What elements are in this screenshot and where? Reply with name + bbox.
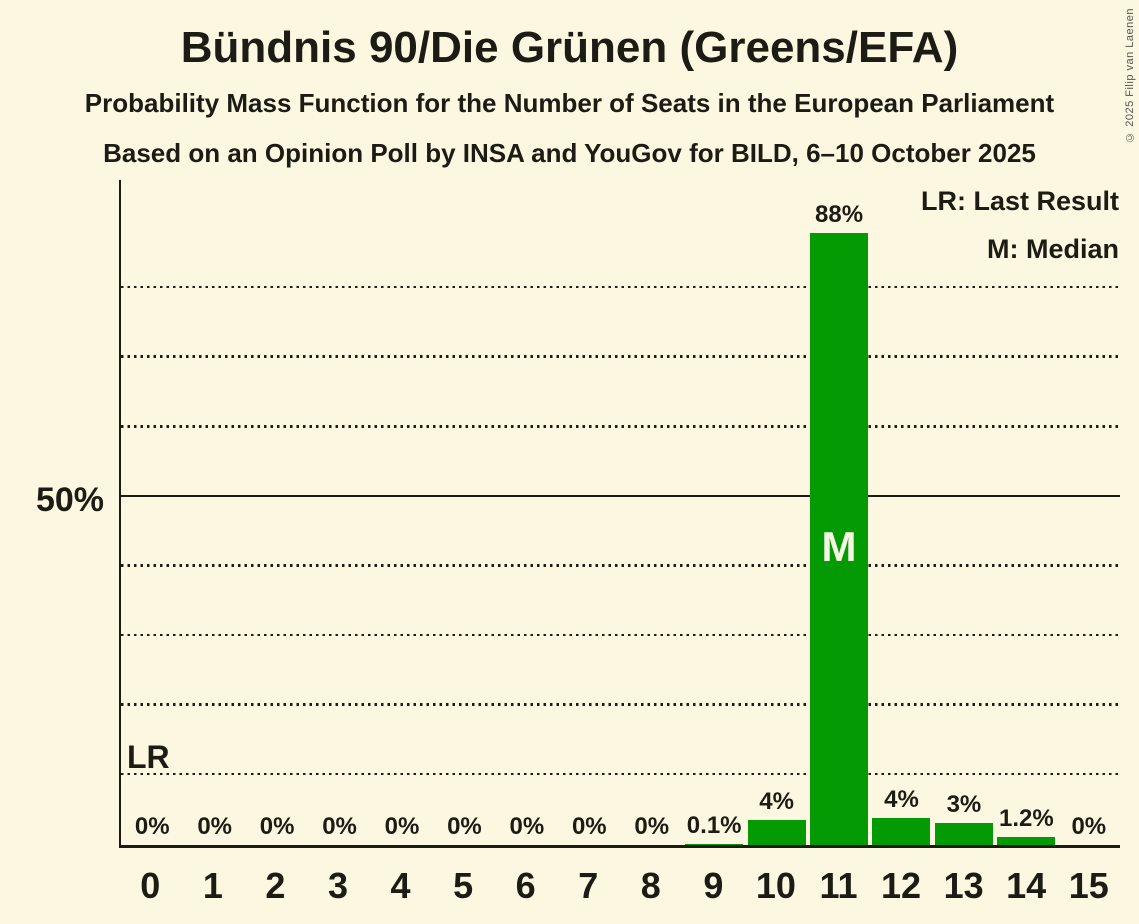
x-axis-labels: 0 1 2 3 4 5 6 7 8 9 10 11 12 13 14 15 bbox=[119, 868, 1120, 904]
bar-value-label-seat-15: 0% bbox=[1071, 813, 1107, 840]
x-tick-label-1: 1 bbox=[202, 865, 223, 906]
chart-subtitle: Probability Mass Function for the Number… bbox=[84, 88, 1055, 118]
gridline-10pct bbox=[121, 772, 1120, 776]
x-tick-label-15: 15 bbox=[1068, 865, 1109, 906]
bar-slot-seat-14: 1.2% bbox=[995, 180, 1057, 845]
x-tick-label-4: 4 bbox=[390, 865, 411, 906]
bar-value-label-seat-2: 0% bbox=[259, 813, 295, 840]
x-tick-label-3: 3 bbox=[327, 865, 348, 906]
bar-value-label-seat-14: 1.2% bbox=[998, 804, 1054, 832]
x-tick-label-0: 0 bbox=[140, 865, 161, 906]
legend-median: M: Median bbox=[987, 234, 1119, 264]
x-tick-label-11: 11 bbox=[819, 865, 858, 906]
poll-details-subtitle: Based on an Opinion Poll by INSA and You… bbox=[103, 138, 1036, 168]
bar-value-label-seat-4: 0% bbox=[384, 813, 420, 840]
bar-slot-seat-4: 0% bbox=[371, 180, 433, 845]
x-tick-label-10: 10 bbox=[755, 865, 796, 906]
x-tick-label-8: 8 bbox=[640, 865, 661, 906]
bar-value-label-seat-7: 0% bbox=[571, 813, 607, 840]
lr-marker-label: LR bbox=[127, 739, 170, 775]
bar-seat-13 bbox=[934, 823, 993, 845]
bar-value-label-seat-5: 0% bbox=[447, 813, 482, 840]
bar-slot-seat-2: 0% bbox=[246, 180, 308, 845]
bar-slot-seat-9: 0.1% bbox=[683, 180, 745, 845]
bar-value-label-seat-8: 0% bbox=[634, 813, 670, 840]
bar-seat-10 bbox=[747, 819, 806, 845]
bar-value-label-seat-1: 0% bbox=[197, 813, 232, 840]
bar-value-label-seat-13: 3% bbox=[946, 791, 982, 819]
x-tick-label-14: 14 bbox=[1006, 865, 1047, 906]
copyright-notice: © 2025 Filip van Laenen bbox=[1124, 8, 1136, 143]
bar-slot-seat-15: 0% bbox=[1058, 180, 1120, 845]
x-tick-label-2: 2 bbox=[265, 865, 286, 906]
bar-value-label-seat-3: 0% bbox=[322, 813, 357, 840]
x-tick-label-6: 6 bbox=[515, 865, 536, 906]
gridline-60pct bbox=[121, 425, 1120, 428]
x-tick-label-9: 9 bbox=[703, 865, 724, 906]
plot-area: 0% 0% 0% 0% 0% 0% 0% 0% 0% 0.1% 4% 88% M 4% 3% 1.2% 0% L… bbox=[119, 180, 1120, 848]
bar-seat-14 bbox=[997, 836, 1056, 845]
y-axis-50pct-label: 50% bbox=[35, 481, 104, 519]
bar-slot-seat-1: 0% bbox=[183, 180, 245, 845]
legend-last-result: LR: Last Result bbox=[920, 186, 1119, 216]
bar-slot-seat-6: 0% bbox=[496, 180, 558, 845]
bar-slot-seat-0: 0% bbox=[121, 180, 183, 845]
gridline-30pct bbox=[121, 633, 1120, 637]
bar-value-label-seat-6: 0% bbox=[509, 813, 545, 840]
bar-seat-11: M bbox=[810, 232, 869, 845]
gridline-70pct bbox=[121, 355, 1120, 358]
x-tick-label-12: 12 bbox=[881, 865, 922, 906]
median-marker: M bbox=[821, 522, 857, 570]
gridline-80pct bbox=[121, 285, 1120, 289]
bar-value-label-seat-9: 0.1% bbox=[686, 812, 742, 840]
bar-value-label-seat-10: 4% bbox=[759, 787, 794, 815]
bar-value-label-seat-12: 4% bbox=[884, 785, 919, 813]
bar-slot-seat-12: 4% bbox=[870, 180, 932, 845]
gridline-40pct bbox=[121, 564, 1120, 567]
bar-slot-seat-5: 0% bbox=[433, 180, 495, 845]
x-tick-label-13: 13 bbox=[943, 865, 984, 906]
bar-seat-12 bbox=[872, 817, 931, 845]
bar-slot-seat-11: 88% M bbox=[808, 180, 870, 845]
bar-seat-9 bbox=[685, 844, 744, 845]
bar-slot-seat-3: 0% bbox=[308, 180, 370, 845]
bar-slot-seat-8: 0% bbox=[621, 180, 683, 845]
gridline-50pct-solid bbox=[121, 495, 1120, 498]
bar-slot-seat-13: 3% bbox=[933, 180, 995, 845]
bar-value-label-seat-0: 0% bbox=[134, 813, 170, 840]
bar-value-label-seat-11: 88% bbox=[815, 200, 864, 228]
x-tick-label-7: 7 bbox=[578, 865, 599, 906]
x-tick-label-5: 5 bbox=[453, 865, 474, 906]
chart-title: Bündnis 90/Die Grünen (Greens/EFA) bbox=[180, 23, 959, 72]
bar-slot-seat-7: 0% bbox=[558, 180, 620, 845]
gridline-20pct bbox=[121, 703, 1120, 706]
bar-slot-seat-10: 4% bbox=[745, 180, 807, 845]
bars-layer: 0% 0% 0% 0% 0% 0% 0% 0% 0% 0.1% 4% 88% M 4% 3% 1.2% 0% bbox=[121, 180, 1120, 845]
